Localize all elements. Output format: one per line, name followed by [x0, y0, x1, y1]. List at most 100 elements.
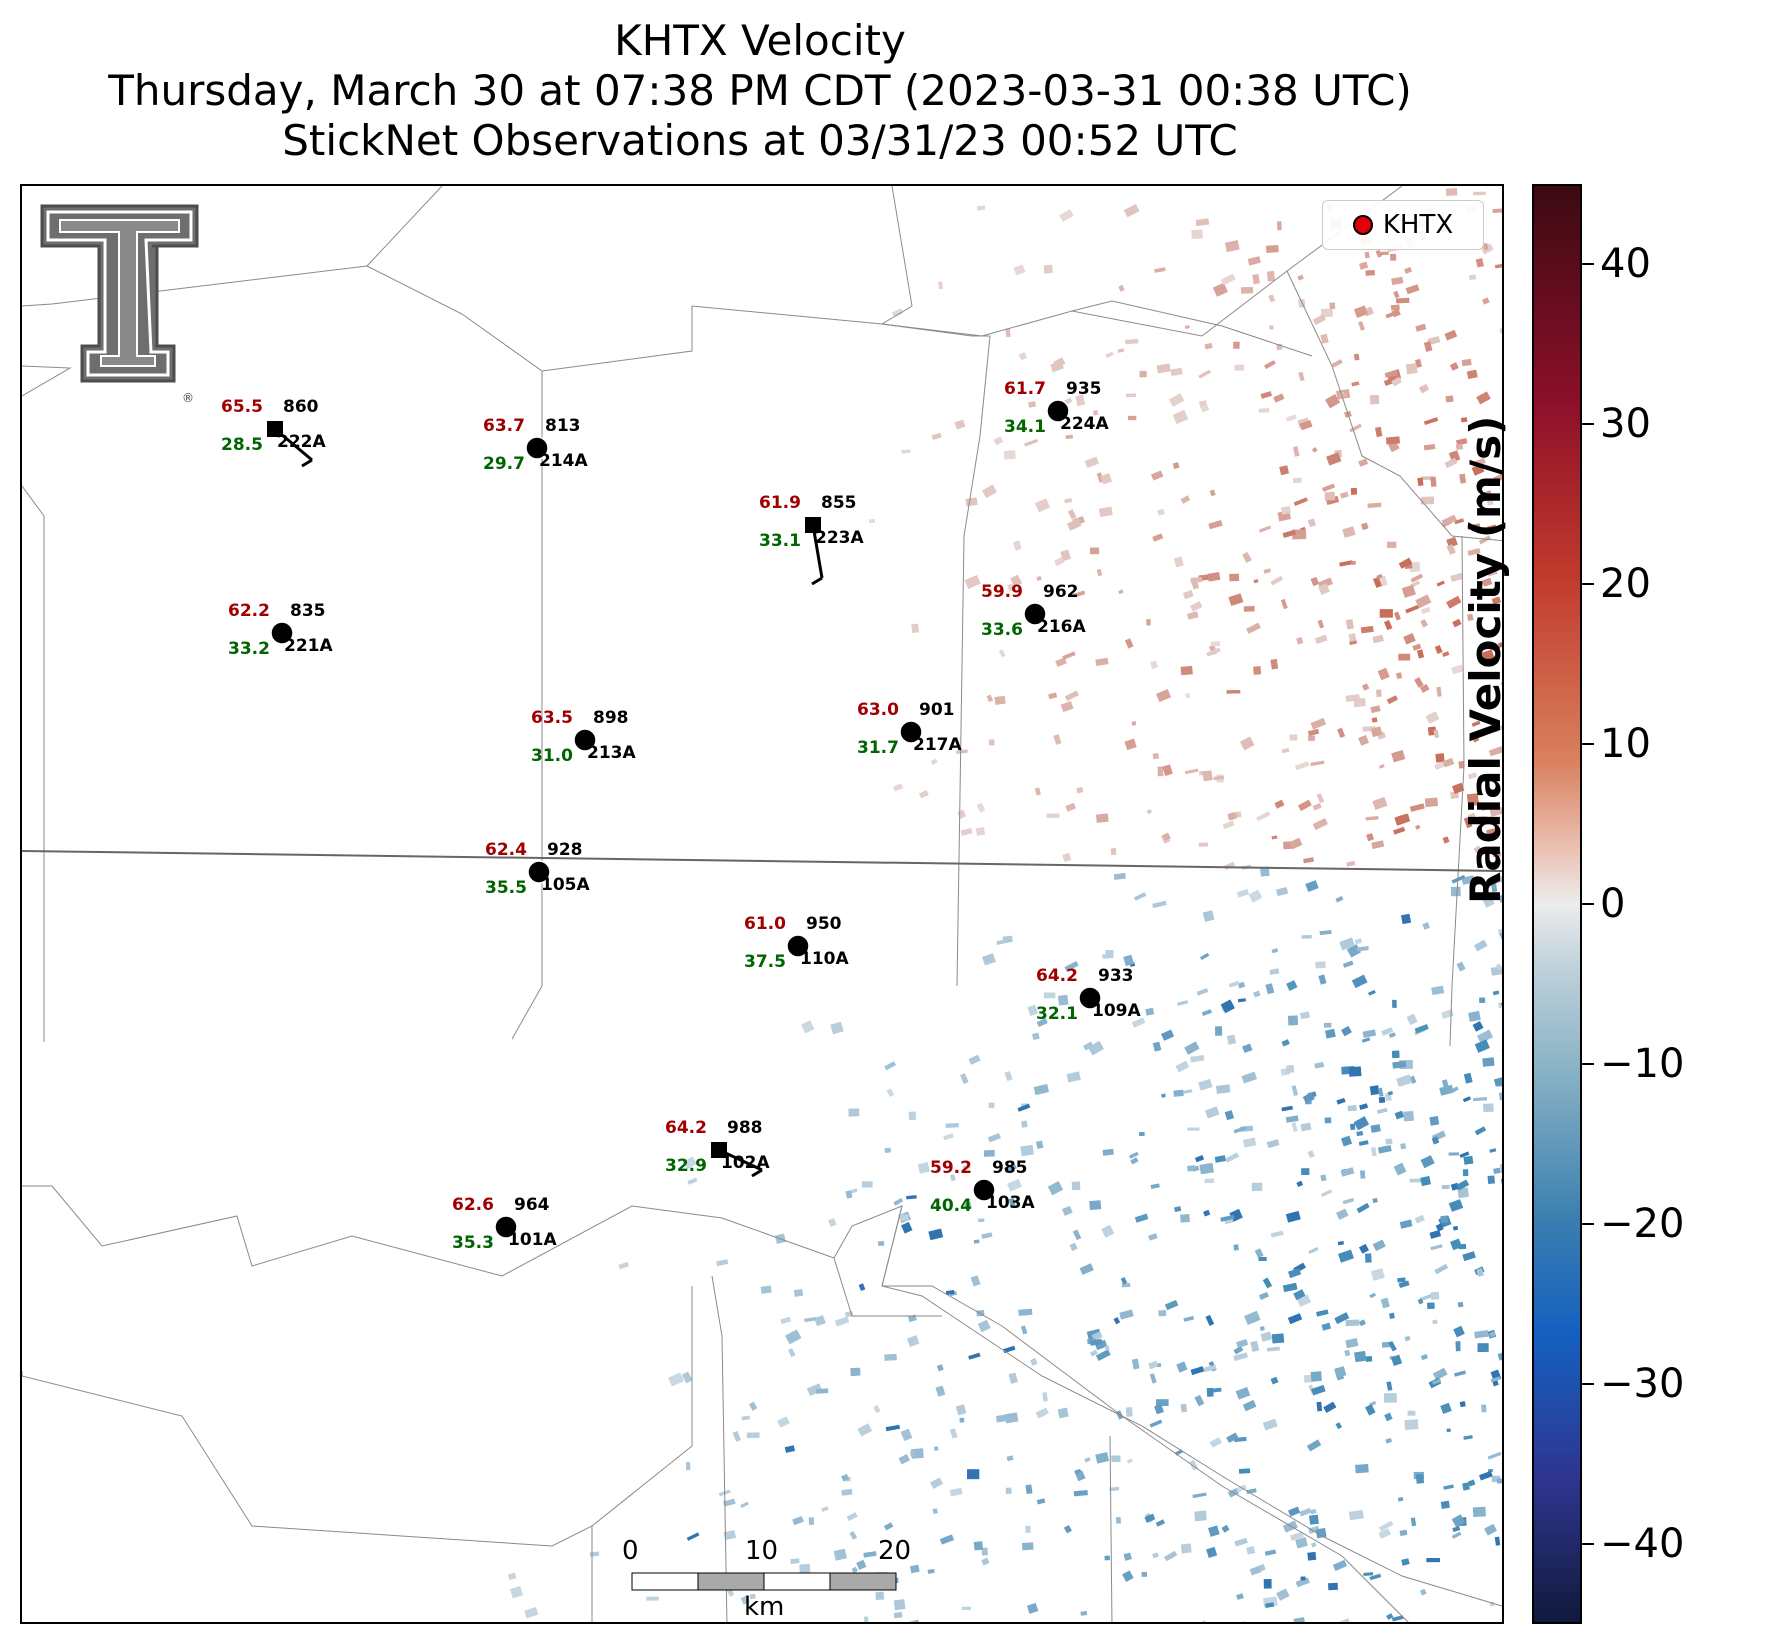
station-pressure: 860 [283, 397, 319, 417]
station-marker-icon [711, 1142, 727, 1158]
station-id: 102A [721, 1153, 770, 1173]
station-pressure: 962 [1043, 582, 1079, 602]
wind-barb [811, 524, 824, 579]
station-temperature: 63.7 [483, 416, 525, 436]
station-dewpoint: 33.1 [759, 531, 801, 551]
station-marker-icon [899, 720, 923, 744]
station-217A [899, 720, 923, 744]
station-id: 101A [508, 1230, 557, 1250]
station-temperature: 59.9 [981, 582, 1023, 602]
station-temperature: 59.2 [930, 1158, 972, 1178]
station-marker-icon [1046, 399, 1070, 423]
station-marker-icon [525, 436, 549, 460]
station-dewpoint: 35.3 [452, 1233, 494, 1253]
station-id: 109A [1092, 1001, 1141, 1021]
colorbar-tick-mark [1582, 1063, 1594, 1065]
station-marker-icon [267, 421, 283, 437]
station-id: 103A [986, 1193, 1035, 1213]
scale-unit: km [744, 1592, 785, 1622]
map-legend: KHTX [1322, 200, 1484, 250]
station-101A [494, 1215, 518, 1239]
map-title: KHTX Velocity [614, 16, 906, 65]
station-dewpoint: 29.7 [483, 454, 525, 474]
radar-velocity-layer [507, 188, 1502, 1622]
state-border [22, 850, 1502, 872]
colorbar-tick-mark [1582, 1383, 1594, 1385]
colorbar-tick-label: 10 [1600, 721, 1651, 767]
station-pressure: 813 [545, 416, 581, 436]
texas-tech-double-t-logo: ® [40, 204, 199, 405]
station-id: 223A [815, 528, 864, 548]
station-marker-icon [1078, 986, 1102, 1010]
station-id: 222A [277, 432, 326, 452]
station-dewpoint: 32.9 [665, 1156, 707, 1176]
station-marker-icon [494, 1215, 518, 1239]
station-marker-icon [573, 728, 597, 752]
station-marker-icon [972, 1178, 996, 1202]
station-dewpoint: 33.2 [228, 639, 270, 659]
station-temperature: 63.5 [531, 708, 573, 728]
wind-barb-flag [811, 576, 823, 586]
station-dewpoint: 37.5 [744, 952, 786, 972]
station-pressure: 985 [992, 1158, 1028, 1178]
scale-bar [631, 1572, 897, 1591]
station-pressure: 835 [290, 601, 326, 621]
colorbar-tick-label: −40 [1600, 1521, 1685, 1567]
colorbar-tick-label: −20 [1600, 1201, 1685, 1247]
colorbar-tick-mark [1582, 263, 1594, 265]
station-temperature: 61.7 [1004, 379, 1046, 399]
county-boundaries [22, 186, 1502, 1622]
station-224A [1046, 399, 1070, 423]
station-pressure: 898 [593, 708, 629, 728]
station-102A [711, 1142, 763, 1178]
colorbar-tick-label: 20 [1600, 561, 1651, 607]
station-109A [1078, 986, 1102, 1010]
station-temperature: 62.4 [485, 840, 527, 860]
station-dewpoint: 32.1 [1036, 1004, 1078, 1024]
station-id: 216A [1037, 617, 1086, 637]
station-dewpoint: 34.1 [1004, 417, 1046, 437]
colorbar-tick-mark [1582, 743, 1594, 745]
colorbar-tick-mark [1582, 423, 1594, 425]
station-id: 105A [541, 875, 590, 895]
colorbar-tick-mark [1582, 1223, 1594, 1225]
velocity-colorbar [1532, 184, 1582, 1624]
map-canvas: ® [22, 186, 1502, 1622]
station-dewpoint: 35.5 [485, 878, 527, 898]
colorbar-title: Radial Velocity (m/s) [1460, 415, 1510, 904]
station-214A [525, 436, 549, 460]
colorbar-tick-label: −10 [1600, 1041, 1685, 1087]
station-dewpoint: 40.4 [930, 1196, 972, 1216]
station-pressure: 964 [514, 1195, 550, 1215]
station-id: 221A [284, 636, 333, 656]
station-pressure: 901 [919, 700, 955, 720]
station-marker-icon [270, 621, 294, 645]
station-dewpoint: 28.5 [221, 435, 263, 455]
station-pressure: 928 [547, 840, 583, 860]
radar-site-marker-icon [1352, 215, 1373, 235]
station-dewpoint: 31.0 [531, 746, 573, 766]
station-marker-icon [786, 934, 810, 958]
station-110A [786, 934, 810, 958]
station-id: 213A [587, 743, 636, 763]
registered-mark: ® [182, 391, 194, 405]
station-pressure: 855 [821, 493, 857, 513]
colorbar-tick-label: 0 [1600, 881, 1626, 927]
scale-tick-20: 20 [878, 1536, 912, 1566]
wind-barb-flag [751, 1168, 763, 1178]
legend-label: KHTX [1382, 210, 1454, 240]
colorbar-tick-mark [1582, 903, 1594, 905]
scale-tick-10: 10 [745, 1536, 779, 1566]
station-temperature: 63.0 [857, 700, 899, 720]
station-dewpoint: 31.7 [857, 738, 899, 758]
station-temperature: 62.2 [228, 601, 270, 621]
colorbar-tick-label: 30 [1600, 401, 1651, 447]
map-subtitle-time: Thursday, March 30 at 07:38 PM CDT (2023… [108, 66, 1412, 115]
station-dewpoint: 33.6 [981, 620, 1023, 640]
station-temperature: 64.2 [1036, 966, 1078, 986]
station-105A [527, 860, 551, 884]
station-temperature: 62.6 [452, 1195, 494, 1215]
station-id: 214A [539, 451, 588, 471]
colorbar-tick-label: −30 [1600, 1361, 1685, 1407]
colorbar-tick-mark [1582, 583, 1594, 585]
